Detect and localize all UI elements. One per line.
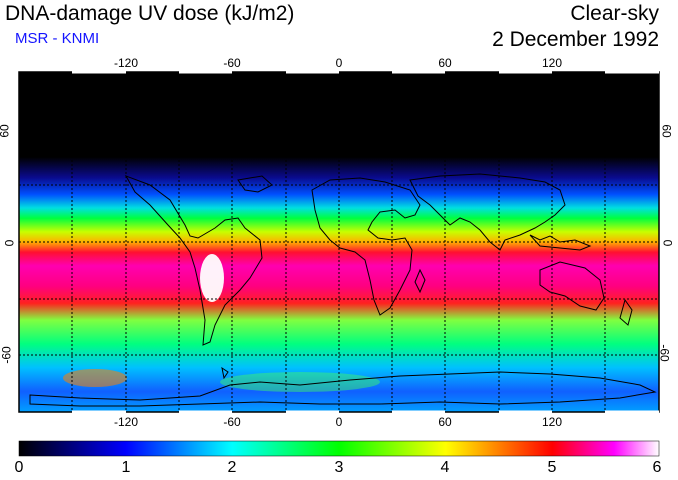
sky-condition: Clear-sky	[570, 2, 659, 25]
andes-high-dose	[200, 254, 224, 302]
lon-tick-bottom: 60	[438, 415, 452, 429]
gridlines	[19, 72, 659, 412]
coastlines	[29, 173, 657, 407]
lon-tick-top: 120	[541, 56, 563, 70]
lon-tick-top: -120	[113, 56, 139, 70]
colorbar-label: 0	[14, 459, 24, 476]
antarctic-green	[220, 372, 380, 392]
source-label: MSR - KNMI	[15, 30, 100, 47]
colorbar-label: 4	[440, 459, 450, 476]
colorbar-label: 2	[227, 459, 237, 476]
colorbar-label: 1	[121, 459, 131, 476]
lon-tick-top: 0	[335, 56, 343, 70]
lat-tick-left: 0	[2, 239, 17, 247]
lon-tick-bottom: -60	[223, 415, 241, 429]
lon-tick-top: 60	[438, 56, 452, 70]
lon-tick-bottom: 0	[335, 415, 343, 429]
pacific-minimum	[63, 369, 127, 387]
lat-tick-right: 0	[660, 239, 675, 247]
lat-tick-right: -60	[657, 344, 672, 362]
colorbar-label: 6	[652, 459, 662, 476]
lat-tick-right: 60	[659, 124, 674, 138]
colorbar	[19, 441, 659, 456]
lon-tick-bottom: -120	[113, 415, 139, 429]
date-label: 2 December 1992	[492, 28, 659, 51]
frame-ticks	[72, 70, 659, 414]
colorbar-label: 3	[334, 459, 344, 476]
lat-tick-left: -60	[0, 346, 14, 364]
map-title: DNA-damage UV dose (kJ/m2)	[5, 2, 295, 25]
lat-tick-left: 60	[0, 124, 12, 138]
colorbar-label: 5	[547, 459, 557, 476]
lon-tick-bottom: 120	[541, 415, 563, 429]
lon-tick-top: -60	[223, 56, 241, 70]
